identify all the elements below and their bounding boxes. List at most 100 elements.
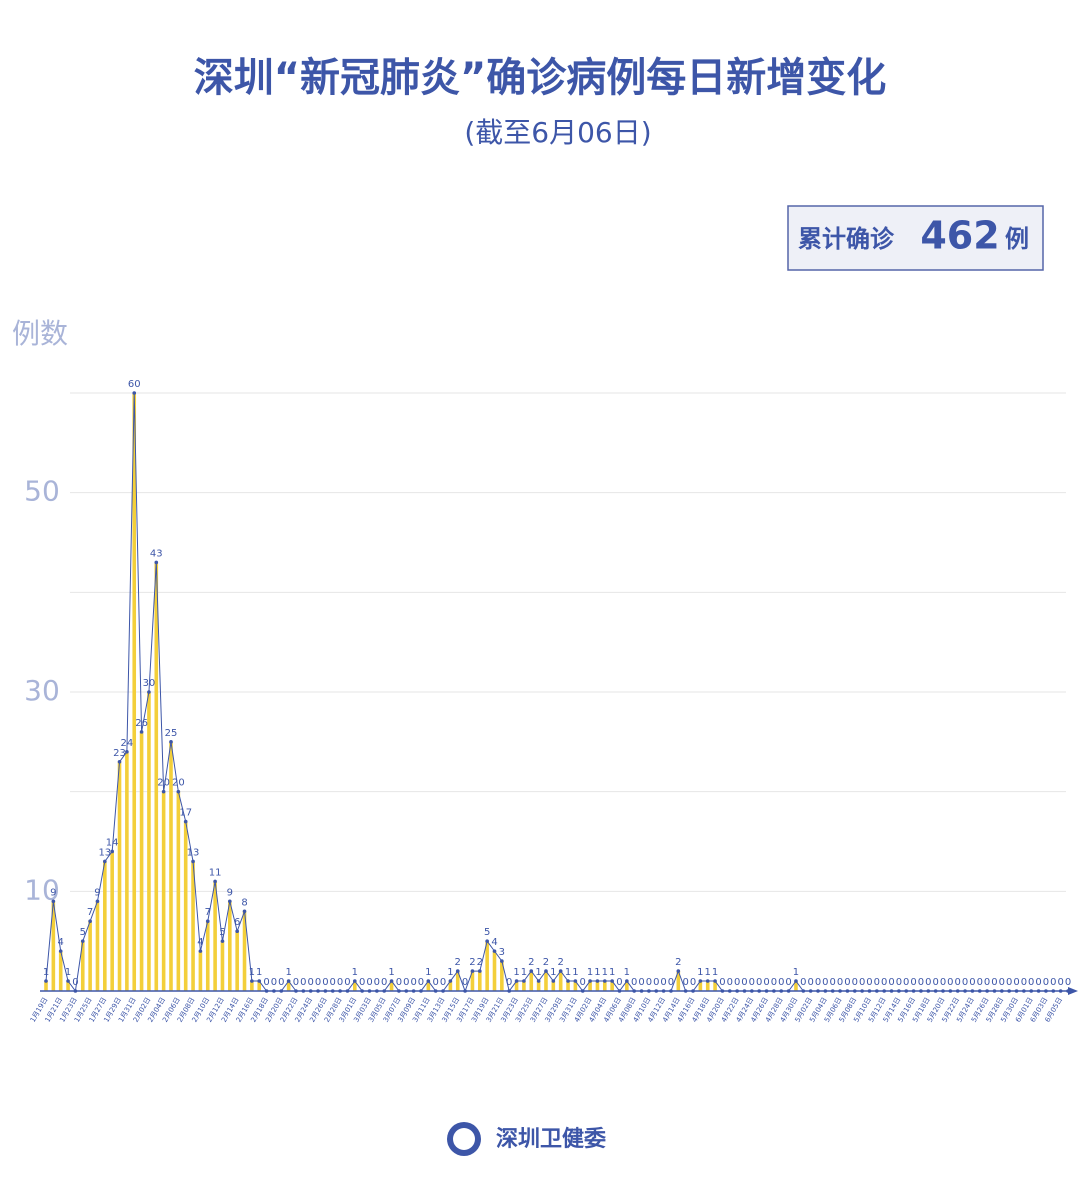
data-label: 1 — [624, 967, 630, 978]
point — [448, 979, 453, 983]
data-label: 0 — [947, 977, 953, 988]
data-label: 0 — [330, 977, 336, 988]
data-label: 26 — [135, 718, 148, 729]
data-label: 0 — [403, 977, 409, 988]
bar — [426, 981, 431, 991]
data-label: 0 — [263, 977, 269, 988]
data-label: 0 — [381, 977, 387, 988]
point — [470, 969, 475, 973]
point — [198, 949, 203, 953]
bar — [44, 981, 48, 991]
point — [353, 979, 357, 983]
point — [257, 979, 262, 983]
point — [154, 560, 159, 565]
data-label: 1 — [535, 967, 541, 978]
data-label: 2 — [528, 957, 534, 968]
data-label: 0 — [1050, 977, 1056, 988]
bar — [117, 761, 122, 991]
data-label: 0 — [999, 977, 1005, 988]
point — [213, 879, 217, 884]
data-label: 1 — [705, 967, 711, 978]
bar — [610, 981, 614, 991]
point — [595, 979, 600, 983]
data-label: 13 — [98, 847, 111, 858]
bar — [551, 981, 556, 991]
bar — [205, 921, 210, 991]
data-label: 1 — [793, 967, 799, 978]
data-label: 0 — [1006, 977, 1012, 988]
data-label: 1 — [565, 967, 571, 978]
data-label: 1 — [447, 967, 453, 978]
data-label: 0 — [837, 977, 843, 988]
data-label: 4 — [491, 937, 497, 948]
data-label: 0 — [940, 977, 946, 988]
point — [88, 919, 92, 924]
point — [191, 859, 195, 864]
data-label: 0 — [271, 977, 277, 988]
bar — [602, 981, 607, 991]
bar — [51, 901, 56, 991]
bar — [544, 971, 548, 991]
bar — [235, 931, 239, 991]
point — [286, 979, 291, 983]
data-label: 0 — [800, 977, 806, 988]
point — [492, 949, 497, 953]
bar — [448, 981, 453, 991]
data-label: 4 — [197, 937, 203, 948]
data-label: 0 — [741, 977, 747, 988]
bar — [794, 981, 798, 991]
data-label: 0 — [719, 977, 725, 988]
point — [103, 859, 107, 864]
data-label: 2 — [675, 957, 681, 968]
data-label: 9 — [227, 887, 233, 898]
data-label: 60 — [128, 379, 141, 390]
point — [602, 979, 607, 983]
data-label: 0 — [866, 977, 872, 988]
data-label: 1 — [521, 967, 527, 978]
point — [536, 979, 541, 983]
bar — [566, 981, 570, 991]
point — [794, 979, 798, 983]
point — [676, 969, 681, 973]
bar — [161, 791, 166, 991]
bar — [169, 741, 173, 991]
point — [139, 730, 144, 734]
y-axis-label: 例数 — [12, 317, 68, 350]
data-label: 0 — [852, 977, 858, 988]
point — [551, 979, 556, 983]
point — [558, 969, 563, 973]
point — [477, 969, 482, 973]
data-label: 17 — [179, 808, 192, 819]
data-label: 0 — [1035, 977, 1041, 988]
data-label: 1 — [697, 967, 703, 978]
data-label: 0 — [896, 977, 902, 988]
data-label: 2 — [557, 957, 563, 968]
bar — [132, 393, 137, 991]
bar — [522, 981, 526, 991]
bar — [147, 692, 151, 991]
bar — [573, 981, 578, 991]
data-label: 1 — [602, 967, 608, 978]
data-label: 0 — [616, 977, 622, 988]
bar — [191, 861, 195, 991]
summary-value: 462 — [920, 214, 999, 258]
point — [573, 979, 578, 983]
bar — [95, 901, 100, 991]
data-label: 1 — [285, 967, 291, 978]
data-label: 0 — [337, 977, 343, 988]
bar — [588, 981, 592, 991]
bar — [389, 981, 394, 991]
bar — [492, 951, 497, 991]
bar — [713, 981, 717, 991]
data-label: 1 — [550, 967, 556, 978]
bar — [88, 921, 92, 991]
point — [169, 740, 173, 744]
data-label: 2 — [469, 957, 475, 968]
bar — [558, 971, 563, 991]
chart-subtitle: (截至6月06日) — [464, 116, 651, 149]
data-label: 0 — [903, 977, 909, 988]
bar — [514, 981, 519, 991]
bar — [353, 981, 357, 991]
point — [485, 939, 489, 943]
data-label: 0 — [925, 977, 931, 988]
